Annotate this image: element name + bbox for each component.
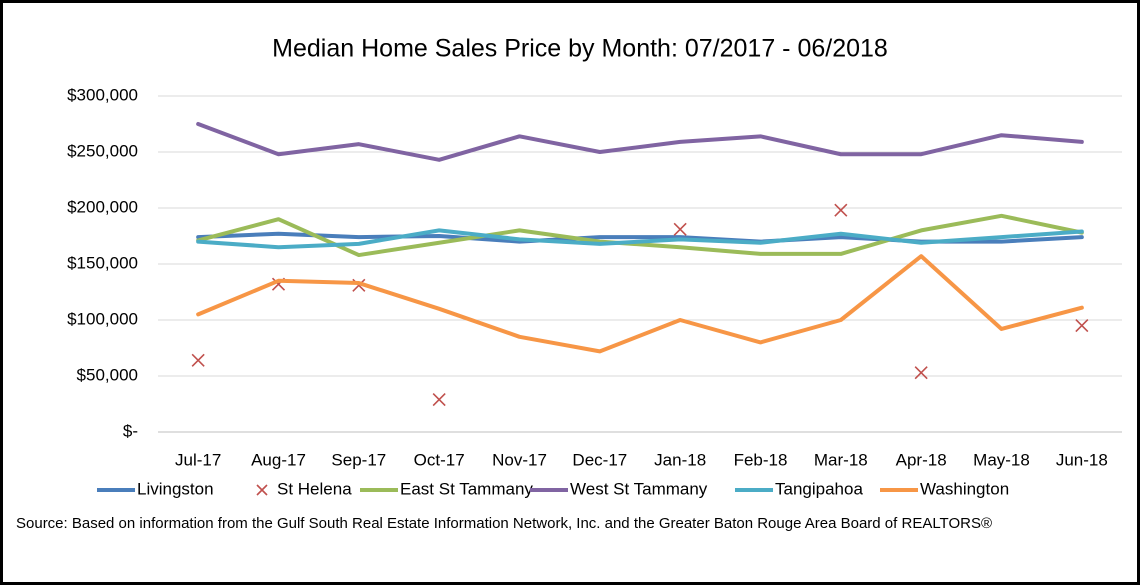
x-tick-label: Nov-17: [492, 450, 547, 469]
legend-label: St Helena: [277, 479, 352, 498]
x-tick-label: Jul-17: [175, 450, 221, 469]
x-tick-label: Aug-17: [251, 450, 306, 469]
scatter-point: [1075, 319, 1089, 333]
x-tick-label: Sep-17: [331, 450, 386, 469]
x-tick-label: Jan-18: [654, 450, 706, 469]
x-tick-label: Oct-17: [414, 450, 465, 469]
legend-label: Washington: [920, 479, 1009, 498]
series-line: [196, 228, 1084, 250]
x-tick-label: Jun-18: [1056, 450, 1108, 469]
legend-label: East St Tammany: [400, 479, 533, 498]
scatter-point: [432, 392, 446, 407]
legend-label: Tangipahoa: [775, 479, 863, 498]
x-tick-label: Mar-18: [814, 450, 868, 469]
legend-marker: [256, 484, 268, 496]
legend-label: West St Tammany: [570, 479, 708, 498]
y-tick-label: $100,000: [67, 309, 138, 328]
x-tick-label: Dec-17: [572, 450, 627, 469]
y-tick-label: $-: [123, 421, 138, 440]
y-tick-label: $50,000: [77, 365, 138, 384]
y-tick-label: $300,000: [67, 85, 138, 104]
x-tick-label: Apr-18: [896, 450, 947, 469]
chart-title: Median Home Sales Price by Month: 07/201…: [272, 35, 888, 63]
y-tick-label: $250,000: [67, 141, 138, 160]
series-line: [196, 254, 1084, 354]
series-line: [196, 213, 1084, 258]
series-line: [196, 122, 1084, 162]
source-note: Source: Based on information from the Gu…: [16, 515, 993, 532]
scatter-point: [914, 366, 928, 380]
scatter-point: [191, 353, 205, 367]
y-tick-label: $200,000: [67, 197, 138, 216]
y-tick-label: $150,000: [67, 253, 138, 272]
scatter-point: [673, 222, 687, 236]
x-tick-label: Feb-18: [734, 450, 788, 469]
scatter-point: [834, 203, 848, 217]
x-tick-label: May-18: [973, 450, 1030, 469]
legend-label: Livingston: [137, 479, 214, 498]
